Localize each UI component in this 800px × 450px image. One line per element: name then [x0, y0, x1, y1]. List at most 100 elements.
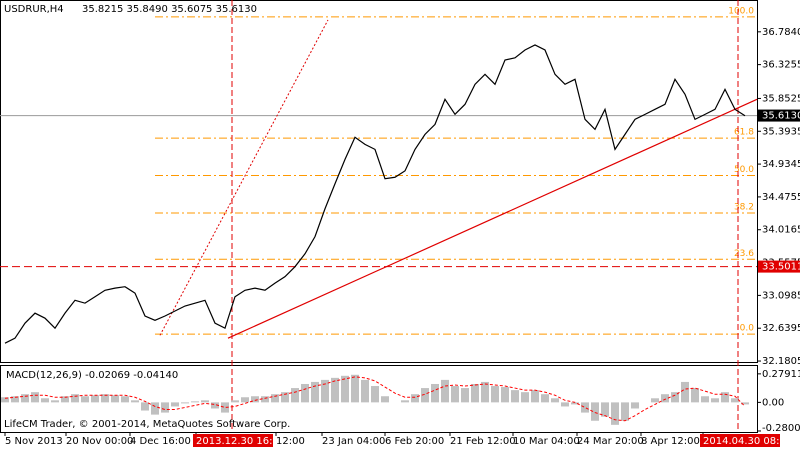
macd-bar — [101, 394, 109, 403]
macd-bar — [481, 381, 489, 403]
x-tick-label: 23 Jan 04:00 — [322, 436, 385, 447]
fibo-label: 0.0 — [740, 324, 755, 334]
macd-bar — [41, 398, 49, 403]
macd-bar — [521, 392, 529, 403]
macd-bar — [241, 397, 249, 403]
macd-bar — [341, 375, 349, 403]
macd-bar — [511, 390, 519, 403]
macd-bar — [191, 401, 199, 403]
macd-bar — [131, 400, 139, 403]
x-tick-label: 6 Feb 20:00 — [385, 436, 444, 447]
level-box — [758, 260, 800, 273]
y-tick-label: 32.6395 — [762, 323, 800, 334]
x-tick-label: 2013.12.30 16:00 — [196, 436, 285, 447]
macd-bar — [561, 402, 569, 407]
macd-bar — [551, 398, 559, 403]
x-tick-label: 5 Nov 2013 — [5, 436, 63, 447]
y-tick-label: 33.0985 — [762, 290, 800, 301]
macd-bar — [541, 394, 549, 403]
macd-bar — [111, 395, 119, 403]
x-tick-highlight — [700, 434, 780, 447]
x-tick-label: 21 Feb 12:00 — [450, 436, 516, 447]
macd-bar — [651, 398, 659, 403]
macd-title: MACD(12,26,9) -0.02069 -0.04140 — [6, 370, 178, 381]
macd-bar — [741, 402, 749, 405]
macd-bar — [61, 396, 69, 403]
fibo-line — [159, 19, 329, 336]
macd-bar — [731, 398, 739, 403]
macd-bar — [261, 396, 269, 403]
macd-bar — [491, 386, 499, 403]
macd-bar — [581, 402, 589, 413]
x-tick-label: 10 Mar 04:00 — [513, 436, 580, 447]
macd-bar — [81, 396, 89, 403]
macd-bar — [331, 377, 339, 403]
price-line-series — [4, 44, 746, 344]
y-tick-label: 32.1805 — [762, 356, 800, 367]
x-tick-label: 12:00 — [276, 436, 305, 447]
y-tick-label: 0.27911 — [762, 369, 800, 380]
macd-frame — [0, 365, 758, 433]
macd-bar — [31, 392, 39, 403]
level-label: 33.5011 — [762, 262, 800, 273]
macd-bar — [321, 379, 329, 403]
macd-bar — [381, 396, 389, 403]
macd-bar — [701, 396, 709, 403]
trendline — [227, 98, 758, 339]
chart-title: USDRUR,H4 — [4, 4, 64, 15]
x-tick-highlight — [193, 434, 273, 447]
macd-bar — [211, 402, 219, 409]
macd-bar — [571, 402, 579, 405]
macd-bar — [351, 374, 359, 403]
price-label: 35.6130 — [762, 111, 800, 122]
quote: 35.8215 35.8490 35.6075 35.6130 — [82, 4, 257, 15]
macd-bar — [711, 398, 719, 403]
x-tick-label: 20 Nov 00:00 — [66, 436, 133, 447]
macd-bar — [121, 396, 129, 403]
macd-bar — [181, 402, 189, 404]
macd-bar — [221, 402, 229, 413]
macd-bar — [361, 379, 369, 403]
macd-bar — [21, 394, 29, 403]
macd-bar — [251, 396, 259, 403]
macd-bar — [431, 383, 439, 403]
y-tick-label: -0.28001 — [762, 423, 800, 434]
main-frame — [0, 0, 758, 363]
macd-bar — [631, 402, 639, 409]
footer: LifeCM Trader, © 2001-2014, MetaQuotes S… — [4, 419, 290, 430]
y-tick-label: 36.7840 — [762, 27, 800, 38]
macd-bar — [461, 388, 469, 403]
macd-bar — [151, 402, 159, 415]
macd-bar — [621, 402, 629, 421]
macd-bar — [281, 392, 289, 403]
x-tick-label: 24 Mar 20:00 — [577, 436, 644, 447]
fibo-label: 23.6 — [734, 249, 754, 259]
macd-bar — [161, 402, 169, 413]
macd-bar — [271, 394, 279, 403]
macd-bar — [71, 394, 79, 403]
macd-bar — [171, 402, 179, 407]
macd-bar — [681, 381, 689, 403]
fibo-label: 61.8 — [734, 128, 754, 138]
macd-bar — [531, 390, 539, 403]
macd-bar — [691, 388, 699, 403]
macd-bar — [51, 400, 59, 403]
y-tick-label: 36.3255 — [762, 60, 800, 71]
macd-bar — [421, 388, 429, 403]
price-box — [758, 109, 800, 122]
macd-bar — [671, 392, 679, 403]
y-tick-label: 34.9345 — [762, 159, 800, 170]
macd-bar — [371, 386, 379, 403]
macd-bar — [601, 402, 609, 417]
macd-bar — [471, 383, 479, 403]
macd-bar — [201, 400, 209, 403]
fibo-label: 100.0 — [728, 6, 754, 16]
macd-bar — [721, 392, 729, 403]
macd-bar — [311, 381, 319, 403]
macd-bar — [1, 397, 9, 403]
y-tick-label: 0.00 — [762, 397, 784, 408]
fibo-label: 38.2 — [734, 202, 754, 212]
macd-bar — [611, 402, 619, 425]
